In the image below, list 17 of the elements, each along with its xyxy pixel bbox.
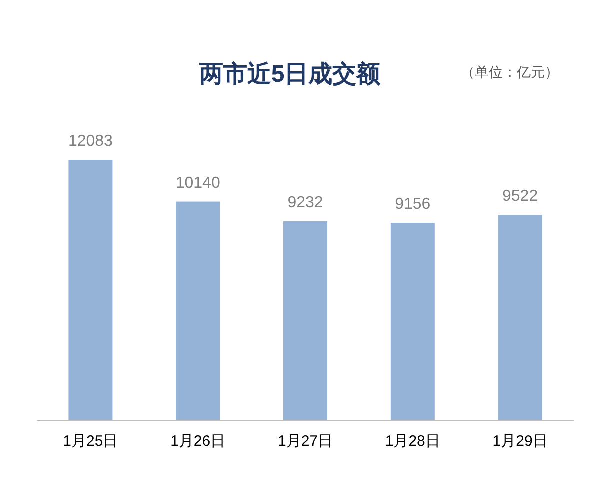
x-tick-label: 1月25日 [63,433,118,450]
data-label: 9232 [288,194,324,212]
data-label: 9522 [502,188,538,206]
data-label: 12083 [68,133,114,150]
data-label: 10140 [176,174,220,192]
x-tick-label: 1月27日 [278,433,334,450]
data-label: 9156 [395,196,431,213]
bar [390,222,435,420]
chart-title: 两市近5日成交额 [198,61,382,88]
x-tick-label: 1月26日 [170,433,226,450]
x-tick-label: 1月28日 [385,433,440,450]
x-tick-label: 1月29日 [492,433,548,450]
bar [68,160,113,420]
bar [498,215,542,420]
chart-subtitle: （单位：亿元） [461,64,559,80]
bar [176,202,220,420]
bar [284,221,328,420]
